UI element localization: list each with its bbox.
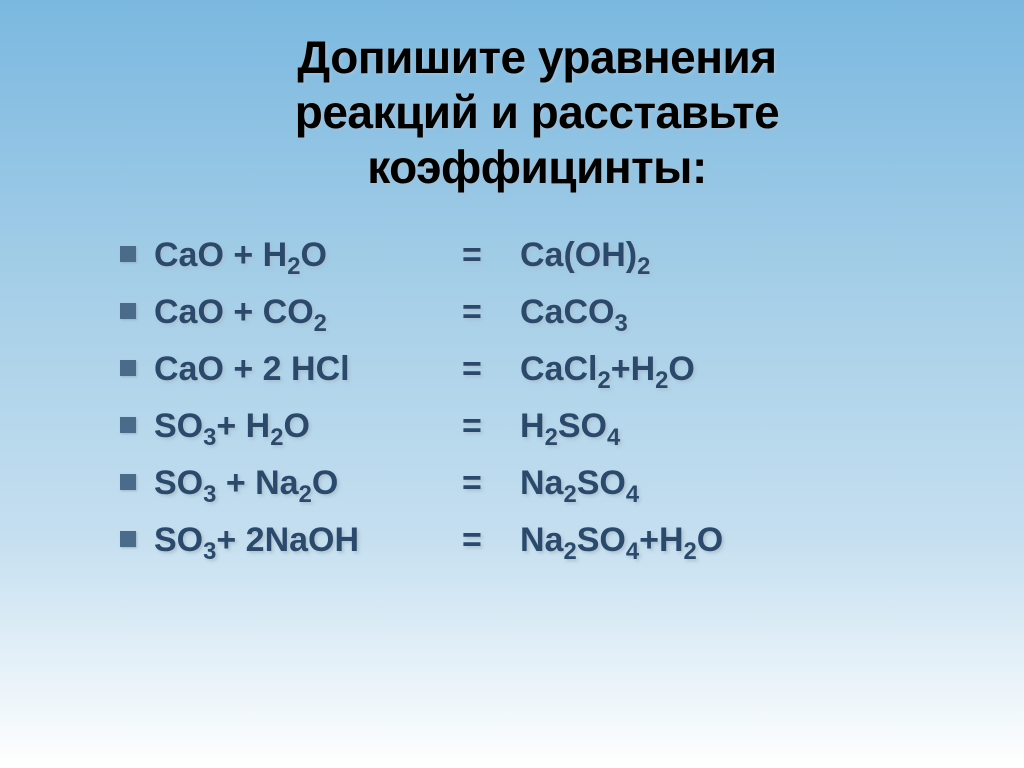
- equation-row: SO3+ 2NaOH = Na2SO4+H2O: [120, 521, 954, 560]
- equation-rhs: H2SO4: [520, 407, 620, 446]
- slide-title: Допишите уравненияреакций и расставьтеко…: [120, 30, 954, 196]
- equation-rhs: CaCl2+H2O: [520, 350, 695, 389]
- bullet-icon: [120, 531, 136, 547]
- equation-lhs: CaO + CO2: [154, 293, 444, 332]
- equation-equals: =: [462, 464, 502, 503]
- bullet-icon: [120, 246, 136, 262]
- bullet-icon: [120, 303, 136, 319]
- equation-equals: =: [462, 407, 502, 446]
- equation-rhs: CaCO3: [520, 293, 628, 332]
- slide: Допишите уравненияреакций и расставьтеко…: [0, 0, 1024, 768]
- equation-equals: =: [462, 350, 502, 389]
- equation-rhs: Ca(OH)2: [520, 236, 650, 275]
- equation-row: SO3+ H2O = H2SO4: [120, 407, 954, 446]
- equations-list: CaO + H2O = Ca(OH)2 CaO + CO2 = CaCO3 CaO + 2 …: [120, 236, 954, 560]
- equation-lhs: SO3 + Na2O: [154, 464, 444, 503]
- equation-row: SO3 + Na2O = Na2SO4: [120, 464, 954, 503]
- equation-lhs: CaO + 2 HCl: [154, 350, 444, 389]
- equation-rhs: Na2SO4: [520, 464, 639, 503]
- equation-equals: =: [462, 236, 502, 275]
- equation-row: CaO + CO2 = CaCO3: [120, 293, 954, 332]
- equation-row: CaO + H2O = Ca(OH)2: [120, 236, 954, 275]
- bullet-icon: [120, 417, 136, 433]
- equation-lhs: CaO + H2O: [154, 236, 444, 275]
- equation-row: CaO + 2 HCl = CaCl2+H2O: [120, 350, 954, 389]
- equation-equals: =: [462, 521, 502, 560]
- equation-lhs: SO3+ H2O: [154, 407, 444, 446]
- equation-equals: =: [462, 293, 502, 332]
- bullet-icon: [120, 360, 136, 376]
- equation-rhs: Na2SO4+H2O: [520, 521, 723, 560]
- bullet-icon: [120, 474, 136, 490]
- equation-lhs: SO3+ 2NaOH: [154, 521, 444, 560]
